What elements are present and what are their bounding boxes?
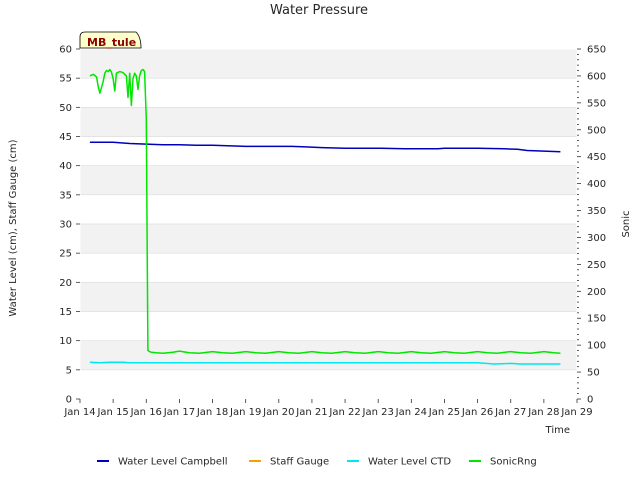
left-y-axis-ticks: 0 5 10 15 20 25 30 35 40 45 50 55 60: [59, 45, 80, 406]
x-tick-label-0: Jan 14: [63, 407, 95, 418]
x-tick-label-10: Jan 24: [395, 407, 427, 418]
x-tick-label-9: Jan 23: [362, 407, 394, 418]
band-35-40: [80, 165, 577, 195]
x-tick-label-1: Jan 15: [96, 407, 128, 418]
legend-label-staff-gauge: Staff Gauge: [270, 457, 329, 468]
series-line-water-level-ctd: [89, 361, 561, 365]
right-y-tick-label-600: 600: [587, 71, 606, 82]
x-tick-label-12: Jan 26: [461, 407, 493, 418]
band-5-10: [80, 340, 577, 370]
right-y-tick-label-650: 650: [587, 45, 606, 56]
site-badge: MB_tule: [79, 31, 142, 49]
right-y-tick-label-200: 200: [587, 287, 606, 298]
x-tick-label-4: Jan 18: [196, 407, 228, 418]
band-15-20: [80, 282, 577, 312]
right-y-tick-label-150: 150: [587, 314, 606, 325]
legend-label-water-level-campbell: Water Level Campbell: [118, 457, 228, 468]
left-y-tick-label-60: 60: [59, 45, 72, 56]
right-y-axis-ticks: 0 50 100 150 200 250 300 350 400 450 500 550 600 650: [577, 45, 606, 406]
series-line-water-level-campbell: [89, 141, 561, 153]
x-tick-label-5: Jan 19: [229, 407, 261, 418]
x-tick-label-14: Jan 28: [527, 407, 559, 418]
x-tick-label-13: Jan 27: [494, 407, 526, 418]
right-y-tick-label-500: 500: [587, 125, 606, 136]
right-y-tick-label-300: 300: [587, 233, 606, 244]
left-y-tick-label-35: 35: [59, 190, 72, 201]
band-55-60: [80, 49, 577, 79]
x-tick-label-15: Jan 29: [560, 407, 592, 418]
left-y-tick-label-30: 30: [59, 220, 72, 231]
left-y-tick-label-55: 55: [59, 74, 72, 85]
x-tick-label-8: Jan 22: [328, 407, 360, 418]
site-badge-box: [79, 31, 142, 49]
right-y-tick-label-350: 350: [587, 206, 606, 217]
legend-label-sonicrng: SonicRng: [490, 457, 537, 468]
right-y-tick-label-0: 0: [587, 395, 593, 406]
right-y-axis-title: Sonic: [621, 210, 632, 237]
left-y-tick-label-15: 15: [59, 307, 72, 318]
band-25-30: [80, 224, 577, 254]
right-y-tick-label-50: 50: [587, 368, 600, 379]
x-tick-label-2: Jan 16: [130, 407, 162, 418]
x-axis-ticks: Jan 14 Jan 15 Jan 16 Jan 17 Jan 18 Jan 19 Jan …: [63, 399, 593, 418]
left-y-tick-label-50: 50: [59, 103, 72, 114]
site-badge-label: MB_tule: [87, 36, 136, 49]
right-y-tick-label-250: 250: [587, 260, 606, 271]
right-y-tick-label-400: 400: [587, 179, 606, 190]
left-y-tick-label-10: 10: [59, 336, 72, 347]
left-y-tick-label-45: 45: [59, 132, 72, 143]
x-tick-label-6: Jan 20: [262, 407, 294, 418]
legend: Water Level Campbell Staff Gauge Water Lev…: [97, 457, 537, 468]
left-y-tick-label-20: 20: [59, 278, 72, 289]
series-layer: [89, 68, 561, 365]
x-tick-label-7: Jan 21: [295, 407, 327, 418]
x-tick-label-3: Jan 17: [163, 407, 195, 418]
left-y-tick-label-0: 0: [66, 395, 72, 406]
left-y-tick-label-5: 5: [66, 365, 72, 376]
left-y-axis-title: Water Level (cm), Staff Gauge (cm): [8, 139, 19, 316]
x-tick-label-11: Jan 25: [428, 407, 460, 418]
chart-title: Water Pressure: [270, 3, 368, 18]
left-y-tick-label-40: 40: [59, 161, 72, 172]
right-y-tick-label-550: 550: [587, 98, 606, 109]
right-y-tick-label-100: 100: [587, 341, 606, 352]
left-y-tick-label-25: 25: [59, 249, 72, 260]
x-axis-title: Time: [545, 425, 570, 436]
series-line-sonicrng: [89, 68, 561, 354]
right-y-tick-label-450: 450: [587, 152, 606, 163]
legend-label-water-level-ctd: Water Level CTD: [368, 457, 451, 468]
band-45-50: [80, 107, 577, 137]
background-bands: [80, 49, 577, 370]
